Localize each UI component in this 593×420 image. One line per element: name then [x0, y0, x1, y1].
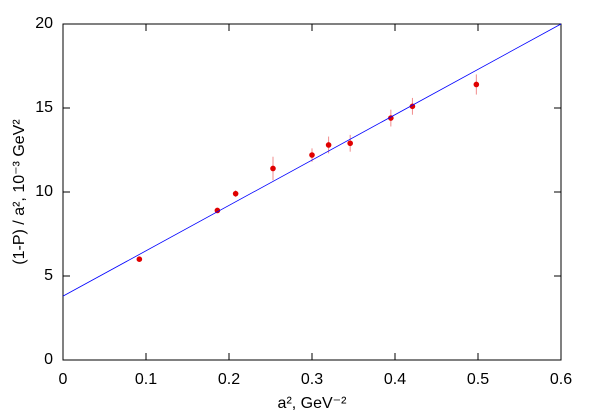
data-point — [214, 207, 221, 214]
y-tick-label: 0 — [44, 351, 53, 368]
data-point — [270, 165, 276, 172]
plot-frame — [62, 23, 562, 361]
x-tick-label: 0 — [59, 371, 68, 388]
data-point — [388, 115, 394, 121]
x-axis-label: a², GeV⁻² — [278, 395, 348, 412]
y-tick-label: 5 — [44, 267, 53, 284]
x-tick-label: 0.2 — [218, 371, 240, 388]
data-point — [136, 256, 143, 263]
data-point — [325, 142, 332, 148]
fit-line — [62, 23, 562, 297]
y-tick-label: 10 — [35, 183, 53, 200]
x-tick-label: 0.4 — [384, 371, 406, 388]
data-point — [309, 152, 315, 158]
x-tick-label: 0.5 — [467, 371, 489, 388]
y-tick-label: 15 — [35, 99, 53, 116]
data-point — [347, 140, 353, 147]
y-axis-label: (1-P) / a², 10⁻³ GeV² — [11, 119, 28, 265]
x-tick-label: 0.1 — [135, 371, 157, 388]
y-tick-label: 20 — [35, 15, 53, 32]
x-tick-label: 0.3 — [301, 371, 323, 388]
data-point — [409, 103, 416, 110]
data-point — [232, 190, 239, 197]
x-tick-label: 0.6 — [550, 371, 572, 388]
data-point — [473, 81, 480, 88]
